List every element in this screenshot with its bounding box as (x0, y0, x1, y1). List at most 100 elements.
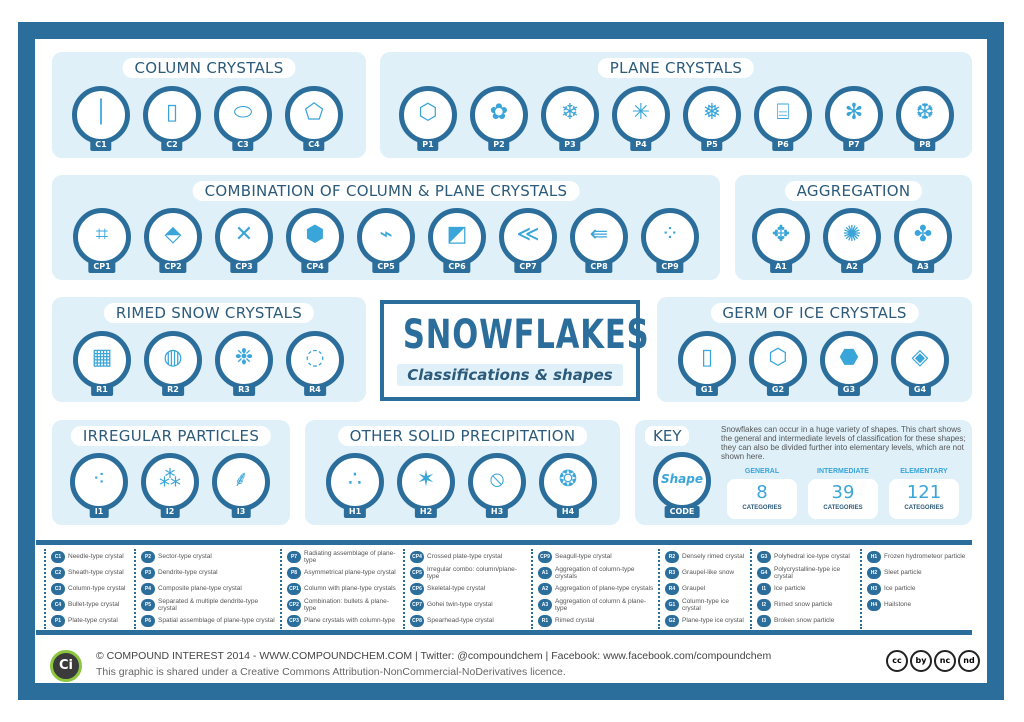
legend-description: Frozen hydrometeor particle (884, 553, 966, 561)
crystal-shape-icon: ◍ (144, 331, 202, 389)
key-panel: KEY Shape CODE Snowflakes can occur in a… (635, 420, 972, 525)
crystal-shape-icon: ◌ (286, 331, 344, 389)
legend-description: Polyhedral ice-type crystal (774, 553, 850, 561)
nd-icon: nd (958, 650, 980, 672)
crystal-shape-icon: ⬘ (144, 208, 202, 266)
legend-entry: G4 Polycrystalline-type ice crystal (757, 565, 856, 581)
legend-code: R1 (538, 615, 552, 627)
legend-entry: R4 Graupel (665, 581, 746, 597)
crystal-code: CP8 (585, 261, 613, 273)
crystal-code: R4 (304, 384, 326, 396)
legend: C1 Needle-type crystal C2 Sheath-type cryst… (36, 540, 972, 635)
legend-entry: I2 Rimed snow particle (757, 597, 856, 613)
legend-column: CP9 Seagull-type crystal A1 Aggregation of … (531, 549, 654, 629)
crystal-r1: ▦ R1 (73, 331, 131, 401)
footer-credits: © COMPOUND INTEREST 2014 - WWW.COMPOUNDC… (96, 650, 772, 662)
crystal-shape-icon: ▯ (143, 86, 201, 144)
legend-code: H4 (867, 599, 881, 611)
crystal-a2: ✺ A2 (823, 208, 881, 278)
legend-description: Dendrite-type crystal (158, 569, 218, 577)
crystal-shape-icon: ⁂ (141, 453, 199, 511)
crystal-shape-icon: │ (72, 86, 130, 144)
crystal-shape-icon: ✶ (397, 453, 455, 511)
legend-description: Ice particle (774, 585, 806, 593)
crystal-shape-icon: ⁖ (70, 453, 128, 511)
crystal-shape-icon: ✥ (752, 208, 810, 266)
crystal-shape-icon: ⬣ (820, 331, 878, 389)
legend-code: R4 (665, 583, 679, 595)
crystal-shape-icon: ▯ (678, 331, 736, 389)
legend-description: Rimed snow particle (774, 601, 833, 609)
legend-code: G4 (757, 567, 771, 579)
legend-code: CP5 (410, 567, 424, 579)
crystal-p1: ⬡ P1 (399, 86, 457, 156)
crystal-code: CP3 (230, 261, 258, 273)
legend-column: R2 Densely rimed crystal R3 Graupel-like sn… (658, 549, 746, 629)
legend-description: Plane-type ice crystal (682, 617, 744, 625)
crystal-code: CP5 (372, 261, 400, 273)
legend-entry: CP3 Plane crystals with column-type (287, 613, 399, 629)
crystal-cp6: ◩ CP6 (428, 208, 486, 278)
legend-entry: CP6 Skeletal-type crystal (410, 581, 527, 597)
legend-description: Column-type crystal (68, 585, 126, 593)
legend-column: G3 Polyhedral ice-type crystal G4 Polycryst… (750, 549, 856, 629)
legend-code: P8 (287, 567, 301, 579)
panel-title: RIMED SNOW CRYSTALS (103, 303, 315, 323)
crystal-code: G4 (908, 384, 932, 396)
by-icon: by (910, 650, 932, 672)
legend-column: H1 Frozen hydrometeor particle H2 Sleet par… (860, 549, 968, 629)
stat-value: 121 (906, 482, 942, 503)
crystal-code: R2 (162, 384, 184, 396)
legend-entry: H2 Sleet particle (867, 565, 968, 581)
legend-description: Plate-type crystal (68, 617, 118, 625)
crystal-shape-icon: ⬭ (214, 86, 272, 144)
panel-title: OTHER SOLID PRECIPITATION (337, 426, 588, 446)
nc-icon: nc (934, 650, 956, 672)
crystal-p4: ✳ P4 (612, 86, 670, 156)
crystal-code: P8 (914, 139, 936, 151)
crystal-cp7: ≪ CP7 (499, 208, 557, 278)
legend-entry: C3 Column-type crystal (51, 581, 130, 597)
crystal-code: G1 (695, 384, 719, 396)
legend-entry: C2 Sheath-type crystal (51, 565, 130, 581)
crystal-code: A2 (841, 261, 863, 273)
crystal-p2: ✿ P2 (470, 86, 528, 156)
legend-description: Irregular combo: column/plane-type (427, 565, 517, 581)
legend-entry: G1 Column-type ice crystal (665, 597, 746, 613)
crystal-code: H4 (556, 506, 580, 518)
legend-code: CP8 (410, 615, 424, 627)
legend-entry: CP9 Seagull-type crystal (538, 549, 654, 565)
legend-description: Column-type ice crystal (682, 597, 729, 613)
subtitle: Classifications & shapes (397, 364, 623, 386)
crystal-g4: ◈ G4 (891, 331, 949, 401)
legend-code: CP2 (287, 599, 301, 611)
legend-code: H3 (867, 583, 881, 595)
crystal-code: CP2 (159, 261, 187, 273)
legend-entry: A3 Aggregation of column & plane-type (538, 597, 654, 613)
crystal-h1: ∴ H1 (326, 453, 384, 523)
crystal-g2: ⬡ G2 (749, 331, 807, 401)
legend-code: G3 (757, 551, 771, 563)
crystal-c2: ▯ C2 (143, 86, 201, 156)
legend-code: P1 (51, 615, 65, 627)
crystal-c1: │ C1 (72, 86, 130, 156)
crystal-shape-icon: ⁘ (641, 208, 699, 266)
legend-code: H1 (867, 551, 881, 563)
crystal-code: A1 (770, 261, 792, 273)
crystal-code: CP4 (301, 261, 329, 273)
legend-description: Aggregation of column & plane-type (555, 597, 647, 613)
crystal-c4: ⬠ C4 (285, 86, 343, 156)
key-description: Snowflakes can occur in a huge variety o… (721, 425, 966, 461)
crystal-shape-icon: ✿ (470, 86, 528, 144)
legend-entry: CP8 Spearhead-type crystal (410, 613, 527, 629)
legend-description: Separated & multiple dendrite-type cryst… (158, 597, 259, 613)
legend-entry: A2 Aggregation of plane-type crystals (538, 581, 654, 597)
crystal-p6: ⌸ P6 (754, 86, 812, 156)
legend-description: Sheath-type crystal (68, 569, 124, 577)
legend-entry: P4 Composite plane-type crystal (141, 581, 276, 597)
legend-entry: H1 Frozen hydrometeor particle (867, 549, 968, 565)
crystal-shape-icon: ⬡ (749, 331, 807, 389)
crystal-shape-icon: ⇚ (570, 208, 628, 266)
key-title: KEY (645, 426, 690, 446)
legend-entry: CP1 Column with plane-type crystals (287, 581, 399, 597)
